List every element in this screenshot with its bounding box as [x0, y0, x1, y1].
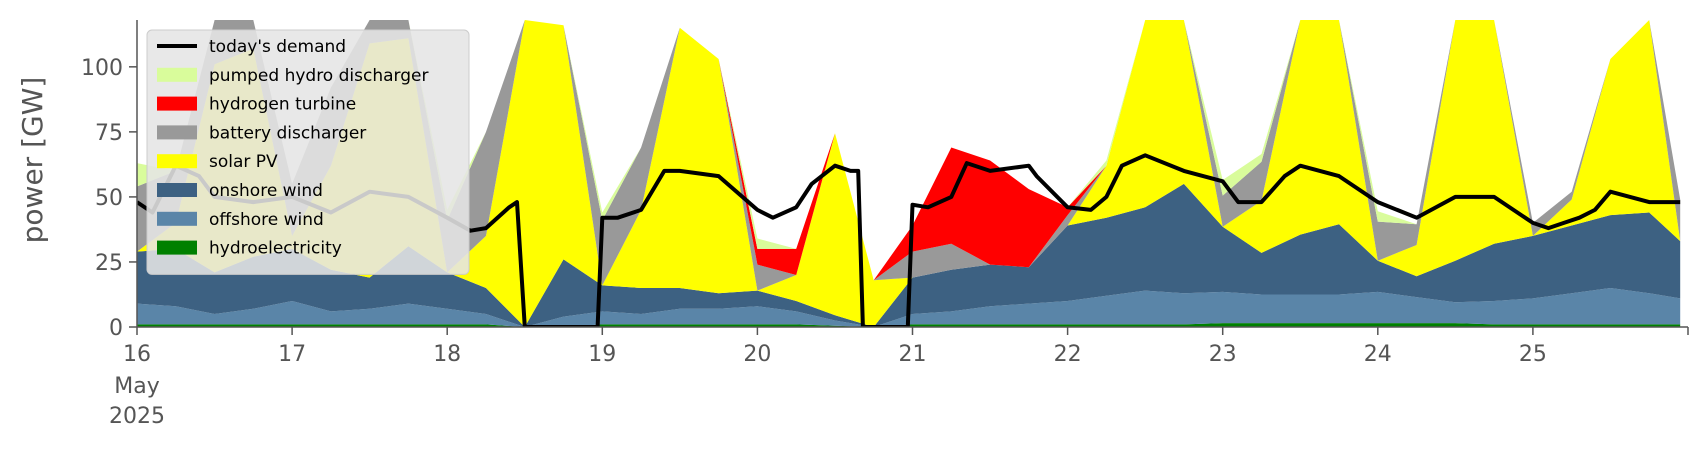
- x-tick-label: 23: [1209, 342, 1237, 367]
- legend-swatch: [157, 240, 197, 255]
- legend-swatch: [157, 67, 197, 82]
- legend-item: onshore wind: [157, 181, 323, 201]
- legend-label: offshore wind: [209, 210, 324, 230]
- legend-item: offshore wind: [157, 210, 324, 230]
- x-tick-label: 20: [743, 342, 771, 367]
- y-tick-label: 75: [95, 121, 123, 146]
- y-tick-label: 0: [109, 316, 123, 341]
- legend-label: hydroelectricity: [209, 239, 342, 259]
- area-solar-pv: [137, 20, 1681, 327]
- legend-box: [146, 29, 470, 275]
- x-tick-label: 22: [1054, 342, 1082, 367]
- legend-item: battery discharger: [157, 123, 366, 143]
- legend: today's demand pumped hydro discharger hyd…: [146, 29, 470, 275]
- y-ticks: 0 25 50 75 100: [81, 56, 137, 341]
- legend-item: solar PV: [157, 152, 278, 172]
- legend-swatch: [157, 183, 197, 197]
- y-tick-label: 100: [81, 56, 123, 81]
- legend-label: solar PV: [209, 152, 278, 172]
- legend-item: hydroelectricity: [157, 239, 342, 259]
- x-tick-label: 25: [1519, 342, 1547, 367]
- legend-label: hydrogen turbine: [209, 95, 356, 115]
- x-tick-label: 21: [899, 342, 927, 367]
- x-tick-label: 16: [123, 342, 151, 367]
- legend-swatch: [157, 96, 197, 111]
- area-offshore-wind: [137, 288, 1681, 327]
- legend-swatch: [157, 211, 197, 226]
- y-tick-label: 50: [95, 186, 123, 211]
- y-tick-label: 25: [95, 251, 123, 276]
- x-tick-label: 19: [588, 342, 616, 367]
- legend-label: today's demand: [209, 37, 346, 57]
- area-onshore-wind: [137, 183, 1681, 327]
- legend-item: pumped hydro discharger: [157, 66, 428, 86]
- legend-item: today's demand: [157, 37, 346, 57]
- x-tick-label: 18: [433, 342, 461, 367]
- legend-label: battery discharger: [209, 123, 366, 143]
- legend-item: hydrogen turbine: [157, 95, 356, 115]
- x-tick-month: May: [114, 374, 159, 399]
- x-tick-year: 2025: [109, 404, 165, 429]
- x-tick-label: 17: [278, 342, 306, 367]
- y-axis-label: power [GW]: [16, 77, 49, 244]
- legend-swatch: [157, 125, 197, 140]
- legend-label: pumped hydro discharger: [209, 66, 428, 86]
- legend-swatch: [157, 154, 197, 169]
- x-tick-label: 24: [1364, 342, 1392, 367]
- legend-label: onshore wind: [209, 181, 323, 201]
- x-ticks: 16 May 2025 17 18 19 20 21 22 23 24 25: [109, 327, 1689, 429]
